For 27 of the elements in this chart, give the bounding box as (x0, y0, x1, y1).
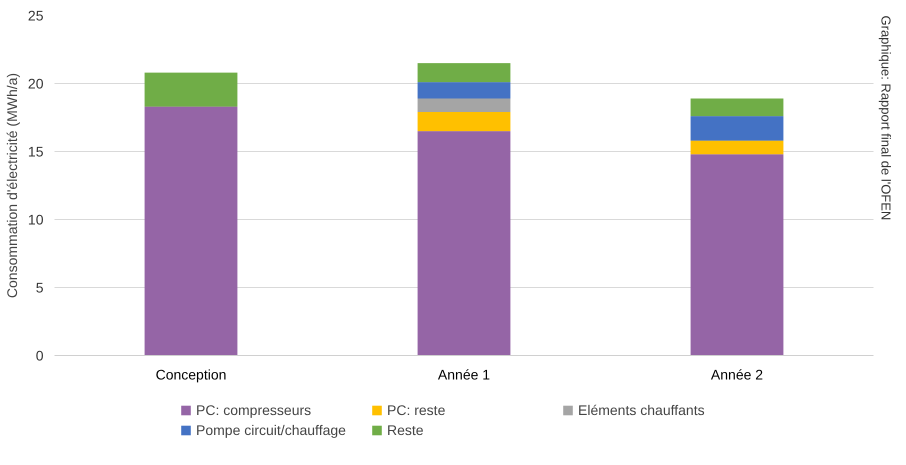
legend-label: PC: compresseurs (196, 402, 312, 418)
y-tick-label: 10 (28, 212, 44, 228)
y-tick-label: 15 (28, 144, 44, 160)
x-tick-label: Année 1 (438, 366, 490, 382)
legend-label: PC: reste (387, 402, 446, 418)
bar (144, 106, 238, 356)
text: Graphique: Rapport final de l'OFEN (878, 16, 894, 220)
x-tick-label: Année 2 (710, 366, 764, 382)
bar (418, 82, 510, 98)
legend-label: Pompe circuit/chauffage (196, 422, 347, 438)
y-tick-label: 20 (28, 76, 44, 92)
bar (690, 154, 784, 356)
bar (690, 116, 784, 141)
bar (418, 98, 510, 112)
bar (144, 72, 238, 107)
legend-label: Eléments chauffants (578, 402, 706, 418)
y-tick-label: 5 (36, 280, 44, 296)
bar (418, 112, 510, 132)
bar (418, 63, 510, 82)
legend-label: Reste (387, 422, 425, 438)
x-tick-label: Conception (156, 366, 226, 382)
y-axis-title: Consommation d'électricité (MWh/a) (4, 72, 20, 298)
bar (690, 98, 784, 116)
y-tick-label: 0 (36, 348, 44, 364)
bar (690, 140, 784, 154)
y-tick-label: 25 (28, 8, 44, 24)
bar (418, 131, 510, 356)
